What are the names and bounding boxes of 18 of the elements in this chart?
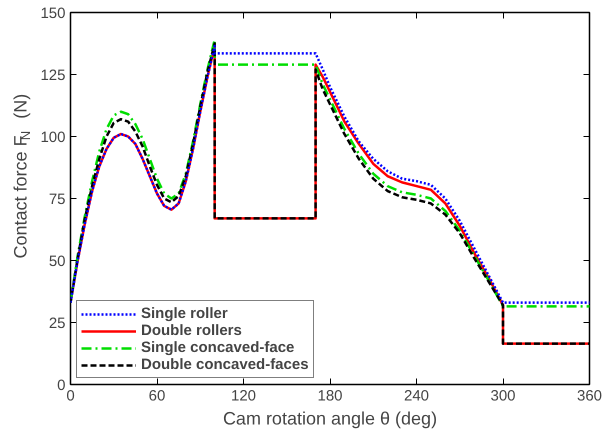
x-tick-label: 60: [148, 388, 166, 404]
x-tick-label: 120: [230, 388, 256, 404]
x-tick-label: 360: [576, 388, 602, 404]
x-tick-label: 240: [404, 388, 430, 404]
y-tick-label: 150: [40, 5, 66, 22]
x-tick-label: 180: [317, 388, 343, 404]
legend-label: Double rollers: [141, 322, 242, 339]
y-tick-label: 75: [48, 191, 66, 208]
legend-label: Single roller: [141, 305, 228, 322]
legend-label: Double concaved-faces: [141, 356, 309, 373]
y-tick-label: 0: [57, 377, 66, 394]
x-axis-title: Cam rotation angle θ (deg): [222, 408, 438, 428]
legend-label: Single concaved-face: [141, 339, 294, 356]
y-tick-label: 25: [48, 315, 66, 332]
x-tick-label: 300: [490, 388, 516, 404]
y-tick-label: 50: [48, 253, 66, 270]
y-tick-label: 100: [40, 129, 66, 146]
y-tick-label: 125: [40, 67, 66, 84]
